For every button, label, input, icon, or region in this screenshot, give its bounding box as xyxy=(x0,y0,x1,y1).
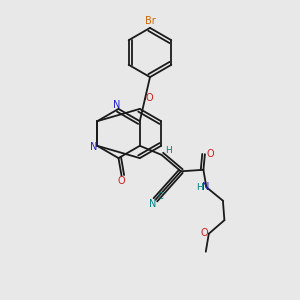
Text: H: H xyxy=(196,183,203,192)
Text: N: N xyxy=(149,199,157,209)
Text: O: O xyxy=(146,93,153,103)
Text: O: O xyxy=(206,148,214,159)
Text: N: N xyxy=(90,142,97,152)
Text: O: O xyxy=(118,176,125,186)
Text: O: O xyxy=(200,228,208,238)
Text: Br: Br xyxy=(145,16,156,26)
Text: H: H xyxy=(165,146,171,155)
Text: N: N xyxy=(202,182,209,192)
Text: N: N xyxy=(113,100,121,110)
Text: C: C xyxy=(158,192,164,201)
